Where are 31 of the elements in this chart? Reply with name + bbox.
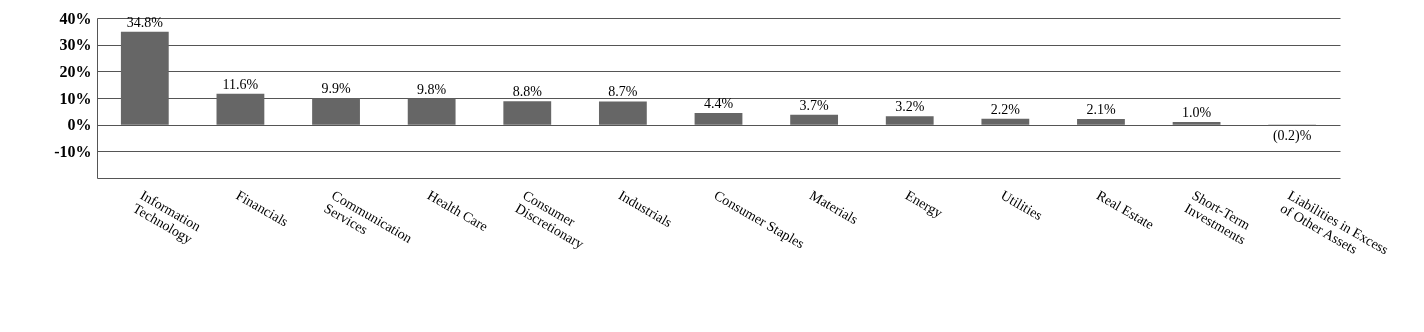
bar (790, 114, 839, 125)
y-tick-label: 20% (59, 62, 92, 80)
data-label: 9.9% (321, 81, 351, 97)
bar (312, 98, 360, 125)
bar (216, 93, 265, 125)
bar (407, 98, 456, 125)
bar (598, 101, 647, 125)
data-label: 2.2% (990, 101, 1021, 117)
bar (694, 112, 743, 125)
data-label: 4.4% (703, 95, 734, 111)
y-tick-label: 0% (67, 116, 92, 134)
y-tick-label: 10% (59, 89, 92, 107)
bar (120, 31, 169, 125)
data-label: 1.0% (1181, 105, 1212, 120)
y-tick-label: 40% (59, 9, 92, 27)
data-label: 8.8% (512, 84, 543, 100)
bar (1077, 119, 1125, 125)
data-label: (0.2)% (1272, 128, 1312, 145)
data-label: 3.2% (895, 99, 925, 115)
bar (1172, 122, 1221, 125)
y-tick-label: 30% (59, 36, 92, 54)
y-tick-label: -10% (54, 142, 92, 160)
data-label: 11.6% (222, 76, 259, 92)
data-label: 34.8% (126, 14, 164, 30)
bar (885, 116, 934, 125)
bar (981, 118, 1030, 125)
data-label: 9.8% (417, 81, 447, 97)
data-label: 2.1% (1086, 102, 1116, 118)
data-label: 8.7% (608, 84, 638, 100)
data-label: 3.7% (799, 97, 830, 113)
bar (503, 101, 552, 125)
